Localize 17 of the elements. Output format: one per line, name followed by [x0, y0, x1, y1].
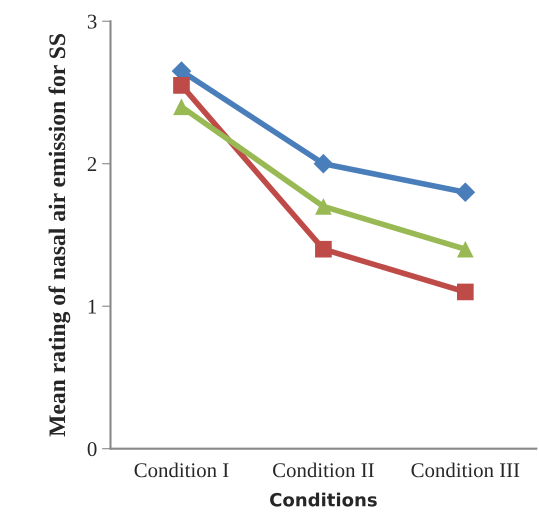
y-tick-label: 3 — [88, 14, 96, 29]
y-tick-label: 0 — [88, 442, 97, 456]
x-tick-label: Condition II — [273, 462, 374, 478]
point — [457, 284, 474, 300]
x-tick-label: Condition I — [134, 462, 228, 478]
point — [456, 182, 476, 202]
y-tick-label: 2 — [88, 157, 96, 171]
point — [457, 240, 474, 258]
y-tick-label: 1 — [88, 300, 96, 314]
x-axis-title: Conditions — [270, 492, 377, 507]
point — [315, 198, 332, 215]
x-tick-label: Condition III — [412, 462, 520, 478]
y-axis-title: Mean rating of nasal air emission for SS — [48, 34, 70, 436]
point — [173, 98, 190, 116]
point — [315, 240, 332, 258]
point — [314, 154, 334, 174]
point — [173, 77, 190, 94]
